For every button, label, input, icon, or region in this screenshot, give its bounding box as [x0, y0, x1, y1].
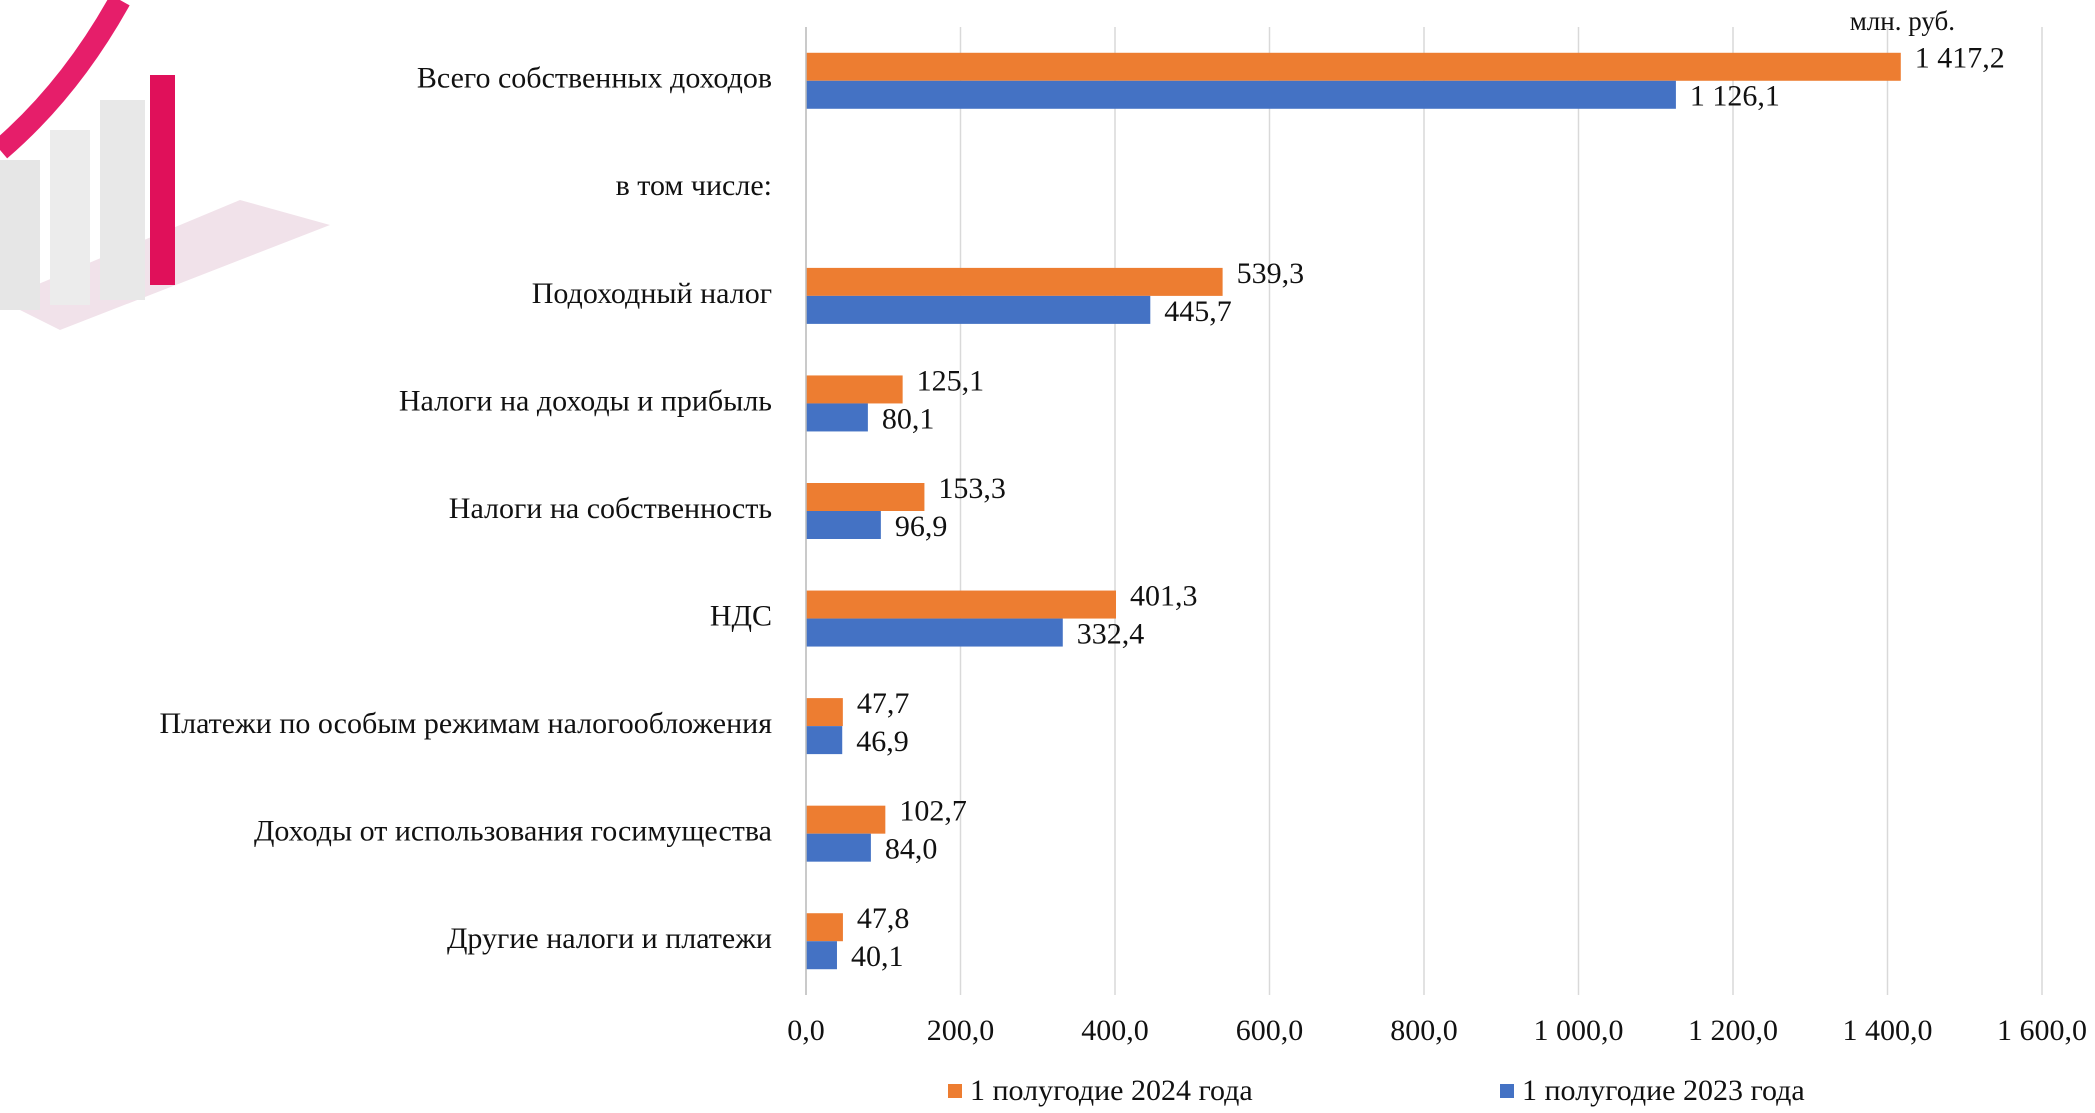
- x-tick-label: 400,0: [1081, 1014, 1149, 1047]
- category-label: Подоходный налог: [532, 277, 772, 310]
- category-label: НДС: [710, 599, 772, 632]
- x-tick-label: 1 200,0: [1688, 1014, 1778, 1047]
- x-tick-label: 0,0: [787, 1014, 825, 1047]
- x-tick-label: 1 400,0: [1843, 1014, 1933, 1047]
- value-label: 84,0: [885, 833, 938, 866]
- bar: [806, 618, 1063, 647]
- value-label: 445,7: [1164, 295, 1232, 328]
- bar: [806, 941, 837, 970]
- x-tick-label: 1 600,0: [1997, 1014, 2087, 1047]
- value-label: 47,8: [857, 902, 910, 935]
- category-label: Другие налоги и платежи: [447, 922, 772, 955]
- legend-label: 1 полугодие 2024 года: [970, 1074, 1253, 1107]
- category-label: Налоги на доходы и прибыль: [399, 384, 772, 417]
- bar: [806, 511, 881, 539]
- value-label: 46,9: [856, 725, 909, 758]
- category-label: Налоги на собственность: [449, 492, 772, 525]
- value-label: 1 417,2: [1915, 42, 2005, 75]
- bar: [806, 267, 1223, 296]
- category-label: Доходы от использования госимущества: [254, 815, 772, 848]
- bar: [806, 590, 1117, 619]
- value-label: 1 126,1: [1690, 80, 1780, 113]
- x-tick-label: 1 000,0: [1534, 1014, 1624, 1047]
- bar: [806, 805, 886, 834]
- bar: [806, 833, 871, 862]
- category-label: в том числе:: [616, 169, 772, 202]
- x-tick-label: 600,0: [1236, 1014, 1304, 1047]
- value-label: 102,7: [899, 795, 967, 828]
- value-label: 401,3: [1130, 579, 1198, 612]
- legend-swatch: [1500, 1084, 1514, 1098]
- category-label: Всего собственных доходов: [417, 62, 772, 95]
- value-label: 40,1: [851, 940, 904, 973]
- category-label: Платежи по особым режимам налогообложени…: [159, 707, 772, 740]
- value-label: 96,9: [895, 510, 948, 543]
- decoration: [0, 0, 330, 330]
- legend-swatch: [948, 1084, 962, 1098]
- bar: [806, 726, 843, 755]
- unit-label: млн. руб.: [1850, 6, 1955, 36]
- value-label: 80,1: [882, 402, 935, 435]
- bar: [806, 80, 1676, 109]
- x-tick-label: 800,0: [1390, 1014, 1458, 1047]
- bar: [806, 483, 925, 511]
- bar: [806, 375, 903, 404]
- value-label: 125,1: [917, 364, 985, 397]
- bar: [806, 913, 843, 942]
- value-label: 47,7: [857, 687, 910, 720]
- bar: [806, 403, 868, 432]
- value-label: 332,4: [1077, 617, 1145, 650]
- value-label: 153,3: [938, 472, 1006, 505]
- bar: [806, 52, 1901, 81]
- value-label: 539,3: [1237, 257, 1305, 290]
- legend-label: 1 полугодие 2023 года: [1522, 1074, 1805, 1107]
- bar: [806, 698, 843, 727]
- bar: [806, 295, 1151, 324]
- x-tick-label: 200,0: [927, 1014, 995, 1047]
